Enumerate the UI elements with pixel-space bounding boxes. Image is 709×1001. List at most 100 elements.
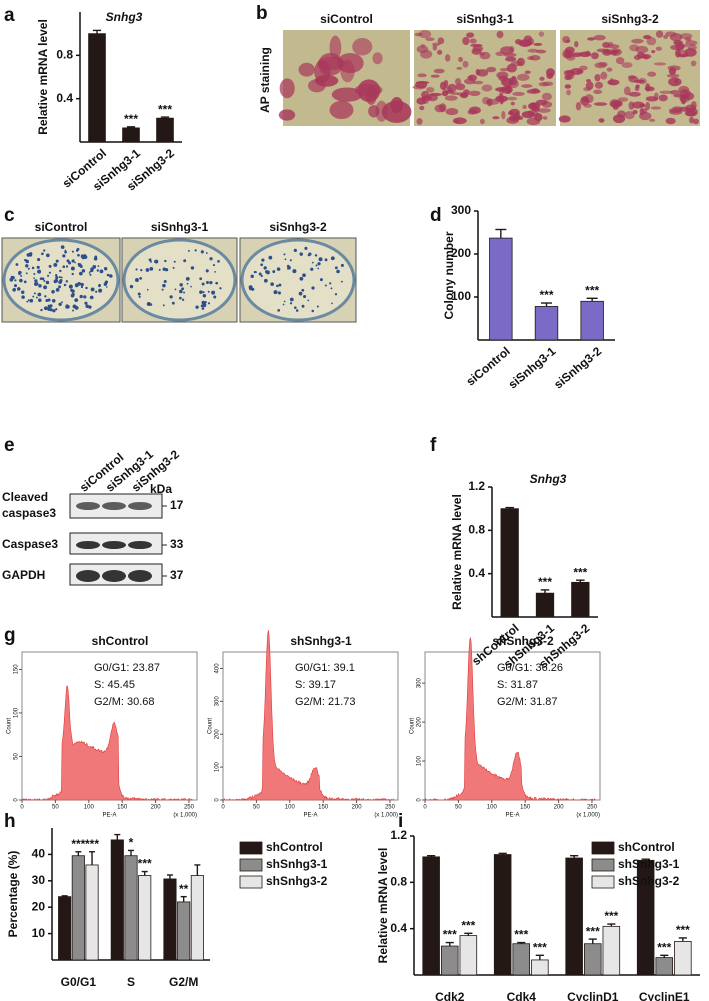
x-axis-unit: (x 1,000) [576, 813, 600, 819]
colony [324, 284, 327, 287]
stained-cell [329, 100, 354, 120]
colony [209, 281, 213, 285]
y-tick-label: 30 [32, 873, 46, 887]
stained-cell [526, 89, 541, 94]
stained-cell [594, 81, 604, 89]
stained-cell [459, 92, 469, 99]
significance: *** [586, 924, 600, 938]
stained-cell [499, 87, 504, 97]
colony [183, 291, 186, 294]
colony [62, 265, 66, 269]
stained-cell [612, 104, 619, 110]
stained-cell [665, 117, 676, 125]
stained-cell [308, 78, 326, 93]
y-tick-label: 50 [14, 752, 20, 759]
column-label: siSnhg3-2 [601, 12, 659, 26]
x-tick-label: 150 [318, 805, 329, 811]
y-tick-label: 0.8 [468, 523, 485, 537]
x-tick-label: 200 [554, 805, 565, 811]
cell-cycle-stat: G0/G1: 39.1 [295, 662, 355, 674]
y-tick-label: 0.4 [390, 921, 407, 935]
stained-cell [653, 62, 667, 66]
significance: *** [71, 837, 85, 851]
x-tick-label: 50 [455, 805, 462, 811]
x-axis-label: PE-A [303, 813, 317, 819]
band [102, 570, 126, 582]
colony [317, 262, 321, 266]
colony [80, 282, 84, 287]
colony [23, 280, 27, 284]
y-tick-label: 10 [32, 926, 46, 940]
colony [109, 274, 113, 278]
x-tick-label: CyclinE1 [639, 990, 690, 1001]
stained-cell [655, 46, 662, 51]
stained-cell [617, 97, 629, 102]
colony [33, 292, 36, 295]
stained-cell [678, 85, 690, 93]
colony [201, 282, 205, 286]
significance: * [129, 836, 134, 850]
stained-cell [668, 108, 683, 114]
colony [213, 295, 217, 299]
stained-cell [643, 34, 652, 40]
stained-cell [609, 48, 622, 56]
bar [512, 943, 531, 976]
colony [185, 277, 190, 281]
significance: *** [124, 112, 138, 126]
y-tick-label: 300 [215, 696, 221, 707]
colony [53, 262, 58, 267]
colony [270, 282, 274, 286]
colony [65, 265, 69, 268]
colony [59, 279, 63, 283]
significance: ** [179, 882, 189, 896]
stained-cell [629, 44, 640, 52]
colony [334, 293, 338, 296]
stained-cell [647, 71, 657, 77]
stained-cell [580, 96, 590, 106]
colony [37, 269, 42, 274]
colony [72, 309, 75, 312]
colony [23, 259, 26, 261]
cell-cycle-stat: G2/M: 30.68 [94, 696, 155, 708]
colony [16, 287, 21, 291]
cell-cycle-stat: G2/M: 21.73 [295, 696, 356, 708]
x-tick-label: 100 [84, 805, 95, 811]
colony [202, 304, 206, 308]
colony [74, 306, 79, 310]
colony [331, 302, 333, 305]
colony [263, 278, 268, 283]
colony [83, 295, 87, 299]
colony [260, 274, 263, 278]
colony [199, 277, 203, 281]
colony [81, 269, 86, 273]
x-axis-label: PE-A [505, 813, 519, 819]
stained-cell [514, 39, 522, 45]
colony [40, 308, 43, 312]
colony [205, 269, 209, 273]
colony [207, 302, 211, 305]
stained-cell [564, 70, 575, 74]
band [76, 541, 100, 549]
stained-cell [516, 73, 530, 81]
stained-cell [432, 42, 441, 46]
bar [535, 592, 555, 618]
stained-cell [437, 37, 445, 45]
y-axis-label: Count [7, 718, 13, 734]
colony [292, 269, 297, 274]
stained-cell [492, 116, 500, 120]
colony [88, 272, 91, 274]
stained-cell [658, 94, 668, 102]
colony [34, 279, 38, 283]
stained-cell [615, 57, 625, 65]
colony [62, 254, 66, 258]
colony [65, 304, 70, 309]
size-label: 37 [170, 568, 184, 582]
colony [318, 257, 323, 262]
stained-cell [510, 101, 515, 106]
band [102, 502, 126, 510]
colony [103, 282, 108, 286]
colony [295, 309, 299, 312]
colony [74, 298, 79, 303]
colony [54, 278, 59, 283]
stained-cell [531, 106, 540, 112]
